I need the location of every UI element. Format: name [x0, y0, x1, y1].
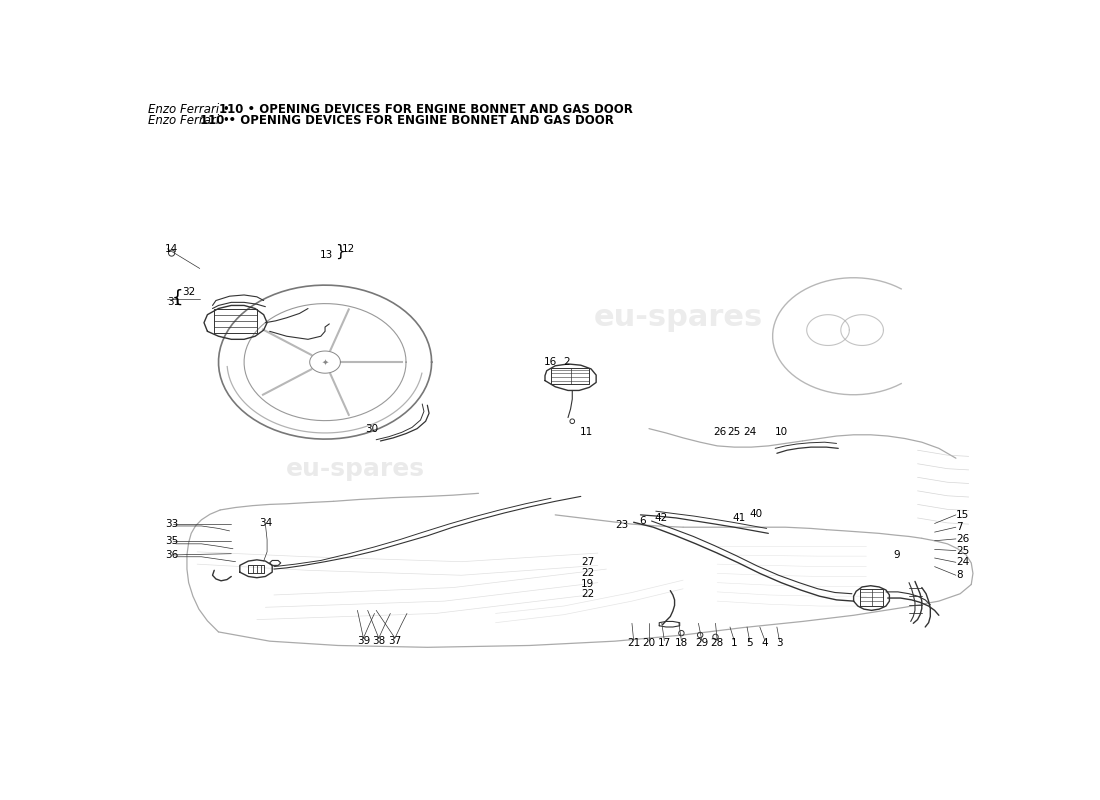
- Text: 31: 31: [167, 298, 180, 307]
- Text: 15: 15: [956, 510, 969, 520]
- Text: 9: 9: [893, 550, 900, 560]
- Text: 27: 27: [581, 557, 594, 566]
- Text: 42: 42: [654, 513, 668, 523]
- Text: 28: 28: [711, 638, 724, 648]
- Text: 16: 16: [543, 357, 557, 367]
- Text: 22: 22: [581, 568, 594, 578]
- Text: {: {: [172, 289, 184, 306]
- Text: 30: 30: [365, 424, 378, 434]
- Text: 14: 14: [165, 244, 178, 254]
- Text: 25: 25: [956, 546, 969, 556]
- Text: 34: 34: [258, 518, 272, 528]
- Text: 33: 33: [165, 519, 178, 529]
- Text: 12: 12: [342, 244, 355, 254]
- Text: 29: 29: [695, 638, 708, 648]
- Text: 39: 39: [356, 635, 370, 646]
- Text: 22: 22: [581, 589, 594, 598]
- Text: eu-spares: eu-spares: [594, 303, 763, 332]
- Text: 6: 6: [639, 516, 646, 526]
- Text: 32: 32: [182, 287, 195, 297]
- Text: 18: 18: [674, 638, 688, 648]
- Text: 26: 26: [713, 427, 726, 438]
- Text: 20: 20: [642, 638, 656, 648]
- Text: 36: 36: [165, 550, 178, 560]
- Text: 35: 35: [165, 536, 178, 546]
- Text: 24: 24: [956, 558, 969, 567]
- Text: 41: 41: [733, 513, 746, 523]
- Text: 1: 1: [730, 638, 738, 648]
- Text: 10: 10: [774, 427, 788, 438]
- Text: 110 • OPENING DEVICES FOR ENGINE BONNET AND GAS DOOR: 110 • OPENING DEVICES FOR ENGINE BONNET …: [199, 114, 614, 127]
- Text: Enzo Ferrari •: Enzo Ferrari •: [148, 114, 230, 127]
- Text: 7: 7: [956, 522, 962, 532]
- Text: 38: 38: [372, 635, 385, 646]
- Text: 23: 23: [615, 520, 628, 530]
- Text: 17: 17: [658, 638, 671, 648]
- Text: Enzo Ferrari •: Enzo Ferrari •: [148, 103, 230, 116]
- Text: 110 • OPENING DEVICES FOR ENGINE BONNET AND GAS DOOR: 110 • OPENING DEVICES FOR ENGINE BONNET …: [219, 103, 632, 116]
- Text: 13: 13: [320, 250, 333, 260]
- Text: 37: 37: [388, 635, 401, 646]
- Text: }: }: [336, 244, 345, 259]
- Text: 8: 8: [956, 570, 962, 580]
- Text: 5: 5: [746, 638, 752, 648]
- Text: 24: 24: [742, 427, 756, 438]
- Text: ✦: ✦: [321, 358, 329, 366]
- Text: 11: 11: [580, 427, 593, 438]
- Text: eu-spares: eu-spares: [285, 457, 425, 481]
- Text: 40: 40: [749, 509, 762, 518]
- Text: 21: 21: [627, 638, 640, 648]
- Text: 25: 25: [727, 427, 741, 438]
- Text: 19: 19: [581, 579, 594, 589]
- Text: 26: 26: [956, 534, 969, 544]
- Text: 2: 2: [563, 357, 570, 367]
- Text: 4: 4: [761, 638, 768, 648]
- Text: 3: 3: [777, 638, 783, 648]
